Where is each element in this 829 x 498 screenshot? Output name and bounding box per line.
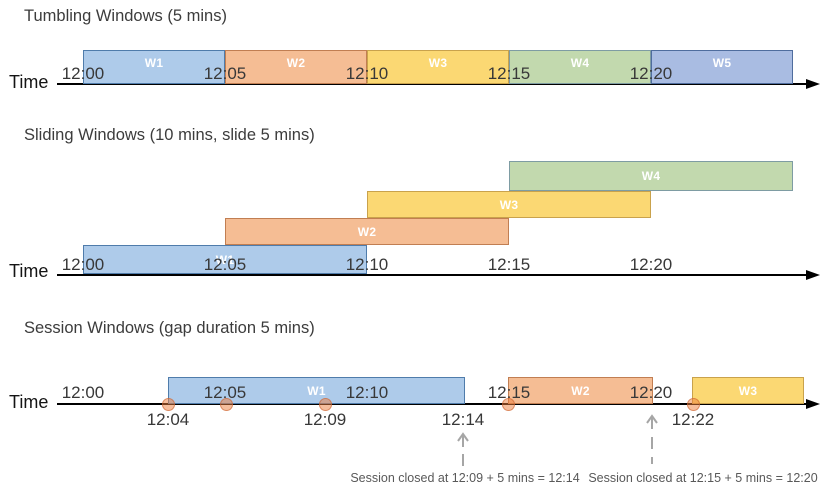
sliding-window-w1: W1 <box>83 245 367 274</box>
window-label: W2 <box>286 56 306 70</box>
tick-label: 12:20 <box>629 383 673 402</box>
tick-label: 12:20 <box>629 255 673 274</box>
tick-label: 12:20 <box>629 64 673 83</box>
tumbling-window-w2: W2 <box>225 50 367 84</box>
sliding-title: Sliding Windows (10 mins, slide 5 mins) <box>24 126 315 144</box>
session-close-arrow-icon <box>646 414 658 464</box>
window-label: W1 <box>144 56 164 70</box>
tick-label: 12:05 <box>203 64 247 83</box>
session-window-w2: W2 <box>508 377 653 404</box>
event-dot <box>162 398 175 411</box>
tick-label: 12:10 <box>345 64 389 83</box>
window-label: W5 <box>712 56 732 70</box>
session-annotation: Session closed at 12:15 + 5 mins = 12:20 <box>588 471 818 485</box>
tumbling-window-w1: W1 <box>83 50 225 84</box>
session-timeline-arrow-icon <box>806 399 820 409</box>
tick-label: 12:10 <box>345 255 389 274</box>
tick-label: 12:00 <box>61 255 105 274</box>
tick-label: 12:15 <box>487 64 531 83</box>
sliding-window-w4: W4 <box>509 161 793 191</box>
tumbling-window-w5: W5 <box>651 50 793 84</box>
tumbling-timeline-arrow-icon <box>806 79 820 89</box>
event-time-label: 12:09 <box>303 410 347 429</box>
tick-label: 12:15 <box>487 255 531 274</box>
session-time-label: Time <box>9 392 49 412</box>
event-dot <box>502 398 515 411</box>
sliding-window-w3: W3 <box>367 191 651 218</box>
tumbling-time-label: Time <box>9 72 49 92</box>
session-title: Session Windows (gap duration 5 mins) <box>24 319 315 337</box>
sliding-time-label: Time <box>9 261 49 281</box>
window-label: W2 <box>357 224 377 239</box>
event-time-label: 12:04 <box>146 410 190 429</box>
tumbling-title: Tumbling Windows (5 mins) <box>24 7 227 25</box>
tumbling-timeline <box>57 83 807 85</box>
window-label: W1 <box>307 383 326 398</box>
section-tumbling: Tumbling Windows (5 mins) Time W1 W2 W3 … <box>0 0 829 120</box>
window-label: W2 <box>571 383 590 398</box>
tick-label: 12:05 <box>203 255 247 274</box>
tick-label: 12:00 <box>61 64 105 83</box>
tumbling-window-w4: W4 <box>509 50 651 84</box>
sliding-timeline-arrow-icon <box>806 270 820 280</box>
tick-label: 12:00 <box>61 383 105 402</box>
window-label: W3 <box>499 197 519 212</box>
event-time-label: 12:14 <box>441 410 485 429</box>
window-label: W3 <box>738 383 758 398</box>
event-time-label: 12:22 <box>671 410 715 429</box>
tick-label: 12:05 <box>203 383 247 402</box>
event-dot <box>687 398 700 411</box>
window-label: W4 <box>570 56 590 70</box>
event-dot <box>220 398 233 411</box>
window-label: W1 <box>215 252 235 267</box>
tick-label: 12:10 <box>345 383 389 402</box>
session-timeline <box>57 403 807 405</box>
section-sliding: Sliding Windows (10 mins, slide 5 mins) … <box>9 126 820 281</box>
sliding-window-w2: W2 <box>225 218 509 245</box>
session-window-w3: W3 <box>692 377 804 404</box>
sliding-timeline <box>57 274 807 276</box>
tick-label: 12:15 <box>487 383 531 402</box>
session-annotation: Session closed at 12:09 + 5 mins = 12:14 <box>350 471 580 485</box>
window-label: W3 <box>428 56 448 70</box>
session-close-arrow-icon <box>457 432 469 468</box>
session-window-w1: W1 <box>168 377 465 404</box>
window-label: W4 <box>641 169 661 183</box>
event-dot <box>319 398 332 411</box>
tumbling-window-w3: W3 <box>367 50 509 84</box>
